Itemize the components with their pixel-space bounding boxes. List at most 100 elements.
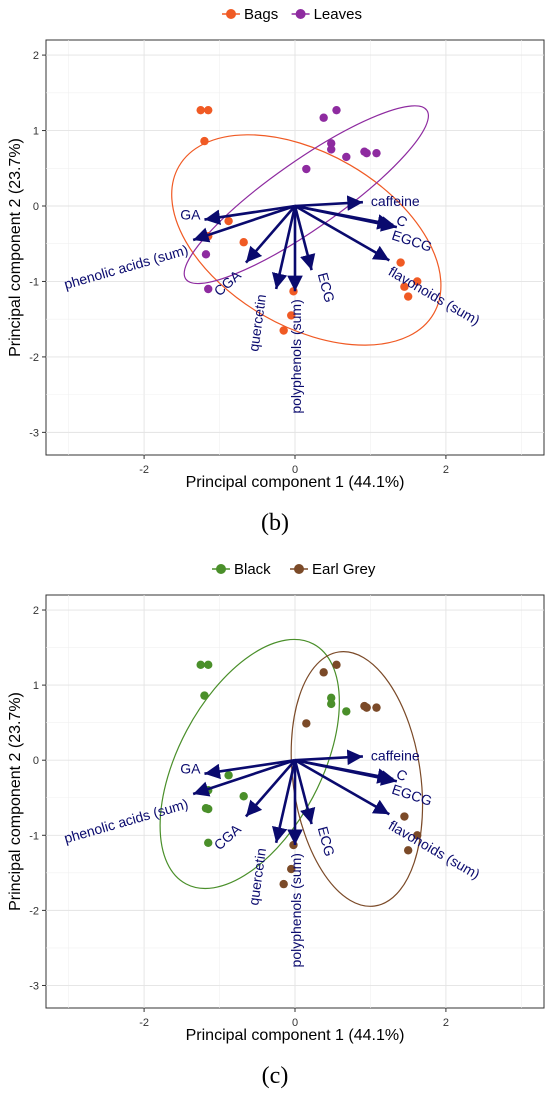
y-tick-label: 1 (33, 126, 39, 138)
y-tick-label: -3 (29, 427, 39, 439)
data-point (204, 838, 213, 847)
vector-arrow (294, 204, 398, 232)
vector-label: quercetin (245, 847, 269, 906)
data-point (239, 792, 248, 801)
data-point (362, 703, 371, 712)
legend-item-earl-grey: Earl Grey (290, 561, 376, 578)
y-tick-label: -2 (29, 352, 39, 364)
series-earl-grey (279, 660, 422, 889)
legend-key-point (216, 564, 226, 574)
legend-label: Leaves (314, 6, 362, 23)
vector-label: caffeine (371, 193, 420, 209)
legend-label: Earl Grey (312, 561, 376, 578)
data-point (289, 840, 298, 850)
panel-label: (c) (262, 1063, 289, 1089)
legend-item-leaves: Leaves (291, 6, 362, 23)
series-leaves (201, 105, 381, 294)
vector-arrow (294, 204, 390, 262)
plot-content (159, 638, 424, 907)
confidence-ellipse-black (159, 638, 340, 890)
vector-label: GA (180, 207, 201, 223)
grid (46, 40, 544, 455)
vector-arrow (192, 204, 296, 243)
legend: Bags Leaves (222, 6, 362, 23)
data-point (200, 691, 209, 700)
x-axis-title: Principal component 1 (44.1%) (186, 1027, 405, 1044)
data-point (362, 148, 371, 158)
vector-arrow (294, 195, 363, 211)
vector-label: GA (180, 761, 201, 777)
y-tick-label: -2 (29, 905, 39, 917)
data-point (332, 105, 341, 115)
data-point (413, 831, 422, 840)
y-tick-label: 0 (33, 201, 39, 213)
data-point (279, 879, 288, 889)
data-point (332, 660, 341, 670)
y-tick-label: 2 (33, 50, 39, 62)
data-point (204, 105, 213, 115)
panel-b-chart: Bags Leaves -2 0 2 -3 -2 -1 0 1 2 Principal compone… (7, 6, 545, 536)
y-axis-title: Principal component 2 (23.7%) (7, 692, 24, 911)
vector-arrow (192, 758, 296, 797)
confidence-ellipse-bags (171, 134, 442, 346)
x-tick-label: 0 (292, 1017, 298, 1029)
data-point (279, 326, 288, 335)
vector-arrow (204, 204, 296, 225)
y-tick-label: -1 (29, 276, 39, 288)
x-tick-label: 0 (292, 464, 298, 476)
panel-c-chart: Black Earl Grey -2 0 2 -3 -2 -1 0 1 2 Principal com… (7, 561, 545, 1089)
data-point (319, 113, 328, 122)
data-point (196, 105, 205, 115)
data-point (201, 250, 211, 259)
data-point (327, 145, 336, 154)
x-tick-label: 2 (443, 464, 449, 476)
data-point (287, 311, 296, 320)
legend-item-bags: Bags (222, 6, 278, 23)
data-point (200, 136, 209, 146)
vector-label: quercetin (245, 293, 269, 352)
data-point (403, 846, 413, 855)
vector-label: ECG (315, 825, 338, 858)
legend-label: Bags (244, 6, 278, 23)
y-tick-label: 1 (33, 680, 39, 692)
data-point (396, 258, 405, 267)
confidence-ellipse-earl-grey (290, 651, 424, 907)
data-point (196, 660, 205, 670)
vector-arrow (244, 205, 296, 264)
legend-label: Black (234, 561, 271, 578)
x-tick-label: -2 (139, 1017, 149, 1029)
vector-arrow (293, 205, 316, 271)
vector-label: ECG (315, 271, 338, 304)
vector-label: polyphenols (sum) (288, 853, 304, 967)
legend-key-point (295, 9, 306, 19)
panel-label: (b) (261, 510, 289, 536)
vector-arrow (293, 759, 316, 825)
x-tick-label: 2 (443, 1017, 449, 1029)
vector-arrow (204, 758, 296, 780)
data-point (204, 660, 213, 670)
vector-arrow (294, 759, 390, 816)
legend-key-point (294, 564, 304, 574)
data-point (400, 282, 409, 291)
vector-label: caffeine (371, 747, 420, 763)
y-tick-label: 0 (33, 755, 39, 767)
vector-label: polyphenols (sum) (288, 299, 304, 413)
data-point (224, 216, 233, 226)
data-point (413, 277, 422, 286)
data-point (342, 707, 351, 716)
legend-item-black: Black (212, 561, 271, 578)
data-point (302, 719, 311, 728)
data-point (287, 864, 296, 874)
vector-arrow (271, 205, 297, 290)
y-tick-label: -3 (29, 980, 39, 992)
data-point (319, 668, 328, 677)
x-tick-label: -2 (139, 464, 149, 476)
data-point (342, 152, 351, 162)
legend: Black Earl Grey (212, 561, 376, 578)
data-point (204, 284, 213, 294)
vector-arrow (294, 758, 398, 786)
vector-arrow (272, 759, 297, 844)
legend-key-point (226, 9, 236, 19)
data-point (327, 699, 336, 709)
